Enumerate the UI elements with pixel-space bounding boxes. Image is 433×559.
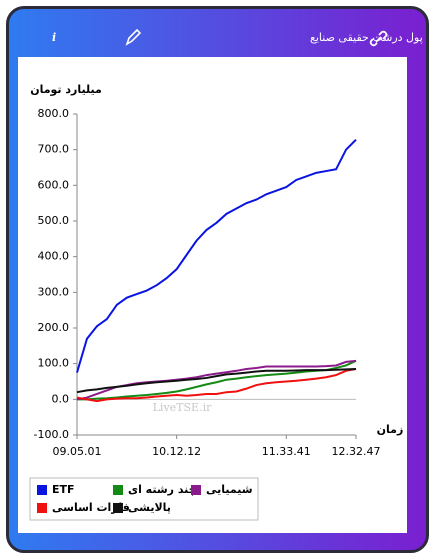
y-tick-label: 200.0 xyxy=(38,321,70,334)
line xyxy=(76,138,357,373)
y-tick-label: 500.0 xyxy=(38,214,70,227)
x-tick-label: 12.32.47 xyxy=(332,445,381,458)
x-tick-label: 10.12.12 xyxy=(152,445,201,458)
link-icon[interactable] xyxy=(369,30,388,47)
line xyxy=(76,368,357,403)
legend-label: چند رشته ای xyxy=(128,483,197,496)
legend-swatch xyxy=(37,485,47,495)
line xyxy=(77,359,357,401)
x-axis-label: زمان xyxy=(377,423,404,436)
y-tick-label: 600.0 xyxy=(38,178,70,191)
x-tick-label: 11.33.41 xyxy=(262,445,311,458)
y-tick-label: 0.0 xyxy=(52,392,70,405)
y-tick-label: 300.0 xyxy=(38,285,70,298)
legend-box xyxy=(29,477,259,521)
y-tick-label: 100.0 xyxy=(38,357,70,370)
y-axis-label: میلیارد تومان xyxy=(30,83,102,96)
y-tick-label: 700.0 xyxy=(38,143,70,156)
edit-icon[interactable] xyxy=(125,28,142,46)
legend-swatch xyxy=(113,485,123,495)
line xyxy=(76,368,357,394)
legend-swatch xyxy=(37,503,47,513)
legend-label: ETF xyxy=(52,483,75,496)
legend-label: فلزات اساسی xyxy=(52,501,130,514)
chart-panel xyxy=(18,57,407,533)
legend-label: پالایشی xyxy=(128,501,171,514)
y-tick-label: 800.0 xyxy=(38,107,70,120)
watermark: LiveTSE.ir xyxy=(153,401,212,414)
info-icon[interactable]: i xyxy=(52,31,56,44)
legend-label: شیمیایی xyxy=(206,483,253,496)
legend-swatch xyxy=(191,485,201,495)
x-tick-label: 09.05.01 xyxy=(53,445,102,458)
y-tick-label: -100.0 xyxy=(34,428,69,441)
legend-swatch xyxy=(113,503,123,513)
y-tick-label: 400.0 xyxy=(38,250,70,263)
chart-title: پول درشت حقیقی صنایع xyxy=(310,31,423,44)
